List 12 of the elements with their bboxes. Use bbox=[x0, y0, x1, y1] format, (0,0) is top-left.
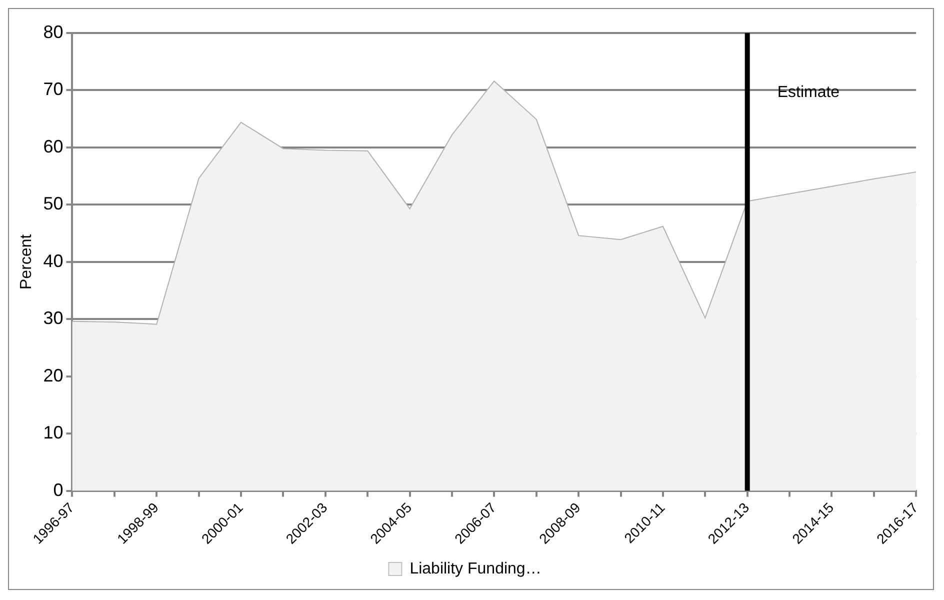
y-tick-label: 70 bbox=[43, 79, 64, 100]
y-tick-label: 20 bbox=[43, 365, 64, 386]
y-tick-label: 50 bbox=[43, 194, 64, 214]
y-tick-label: 30 bbox=[43, 308, 64, 328]
y-tick-label: 10 bbox=[43, 422, 64, 443]
y-tick-label: 80 bbox=[43, 22, 64, 42]
legend-label: Liability Funding… bbox=[410, 560, 542, 578]
y-tick-label: 0 bbox=[53, 480, 64, 500]
y-tick-label: 40 bbox=[43, 250, 64, 271]
ref-line-label: Estimate bbox=[777, 84, 840, 101]
y-tick-label: 60 bbox=[43, 136, 64, 156]
y-axis-title: Percent bbox=[18, 234, 36, 290]
